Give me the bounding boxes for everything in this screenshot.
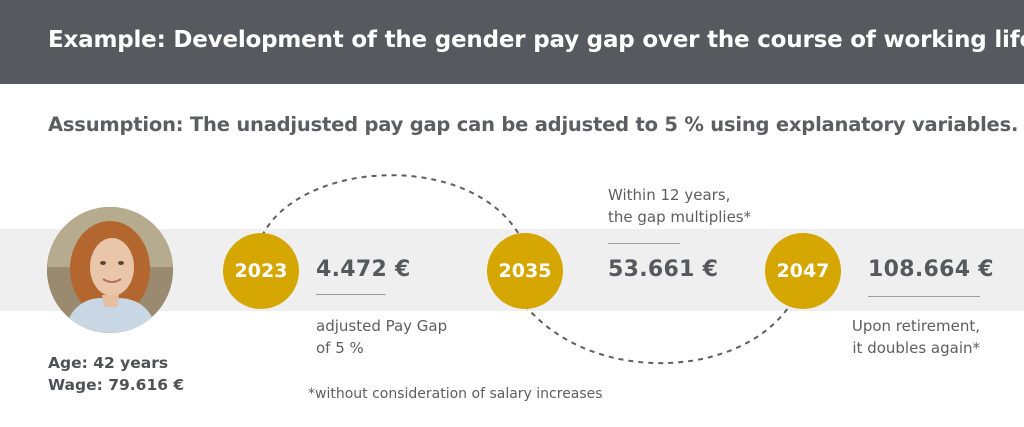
footnote: *without consideration of salary increas…: [308, 386, 603, 402]
person-wage: Wage: 79.616 €: [48, 376, 185, 394]
lower-arc: [524, 304, 791, 365]
avatar: [47, 207, 173, 333]
amount-2023: 4.472 €: [316, 257, 411, 282]
note-rule-2035: [608, 243, 680, 244]
note-2035: Within 12 years, the gap multiplies*: [608, 184, 751, 228]
amount-rule-2047: [868, 296, 980, 297]
page-title: Example: Development of the gender pay g…: [48, 27, 1024, 53]
amount-2047: 108.664 €: [868, 257, 994, 282]
note-2023-line-1: adjusted Pay Gap: [316, 317, 448, 335]
upper-arc: [261, 174, 521, 237]
year-node-2023: 2023: [223, 233, 299, 309]
year-node-2035: 2035: [487, 233, 563, 309]
note-2023-line-2: of 5 %: [316, 339, 364, 357]
person-profile: Age: 42 years Wage: 79.616 €: [48, 352, 184, 396]
note-2047: Upon retirement, it doubles again*: [820, 315, 980, 359]
amount-2035: 53.661 €: [608, 257, 719, 282]
note-2035-line-2: the gap multiplies*: [608, 208, 752, 226]
header-bar: Example: Development of the gender pay g…: [0, 0, 1024, 84]
note-2023: adjusted Pay Gap of 5 %: [316, 315, 447, 359]
year-node-2047: 2047: [765, 233, 841, 309]
person-age: Age: 42 years: [48, 354, 169, 372]
assumption-text: Assumption: The unadjusted pay gap can b…: [48, 113, 1019, 136]
portrait-photo-icon: [47, 207, 173, 333]
note-2047-line-1: Upon retirement,: [851, 317, 980, 335]
amount-rule-2023: [316, 294, 386, 295]
note-2047-line-2: it doubles again*: [852, 339, 980, 357]
note-2035-line-1: Within 12 years,: [608, 186, 731, 204]
